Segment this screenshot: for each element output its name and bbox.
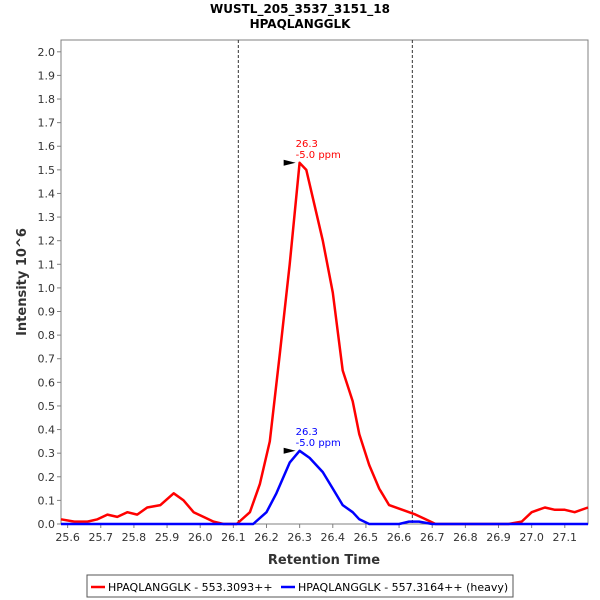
peak-ppm-label: -5.0 ppm: [296, 438, 341, 449]
x-axis-label: Retention Time: [268, 553, 380, 568]
peak-rt-label: 26.3: [296, 139, 318, 150]
legend-label-light: HPAQLANGGLK - 553.3093++: [108, 581, 273, 594]
peak-marker-icon: [283, 447, 296, 454]
x-tick-label: 26.4: [321, 531, 346, 544]
y-tick-label: 0.8: [38, 329, 56, 342]
x-tick-label: 26.9: [486, 531, 511, 544]
peak-ppm-label: -5.0 ppm: [296, 150, 341, 161]
legend: HPAQLANGGLK - 553.3093++ HPAQLANGGLK - 5…: [86, 574, 514, 598]
y-axis-label: Intensity 10^6: [15, 228, 30, 336]
x-tick-label: 26.2: [254, 531, 279, 544]
y-tick-label: 0.4: [38, 424, 56, 437]
x-tick-label: 26.8: [453, 531, 478, 544]
x-tick-label: 25.6: [55, 531, 80, 544]
y-tick-label: 0.2: [38, 471, 56, 484]
plot-area: [60, 39, 589, 525]
legend-box: [86, 574, 514, 598]
y-tick-label: 1.8: [38, 93, 56, 106]
series-layer: [60, 161, 589, 526]
x-tick-label: 26.7: [420, 531, 445, 544]
y-tick-label: 1.1: [38, 258, 56, 271]
y-tick-label: 1.0: [38, 282, 56, 295]
x-tick-label: 27.1: [553, 531, 578, 544]
x-tick-label: 25.8: [122, 531, 147, 544]
y-tick-label: 0.7: [38, 353, 56, 366]
y-tick-label: 0.1: [38, 494, 56, 507]
chart-subtitle: HPAQLANGGLK: [250, 17, 352, 31]
y-tick-label: 1.9: [38, 69, 56, 82]
y-tick-label: 0.6: [38, 376, 56, 389]
y-tick-label: 2.0: [38, 46, 56, 59]
x-tick-label: 25.9: [155, 531, 180, 544]
x-tick-label: 26.6: [387, 531, 412, 544]
legend-label-heavy: HPAQLANGGLK - 557.3164++ (heavy): [298, 581, 508, 594]
series-line-heavy: [61, 449, 588, 526]
y-tick-label: 1.7: [38, 117, 56, 130]
y-tick-label: 0.5: [38, 400, 56, 413]
chart-title: WUSTL_205_3537_3151_18: [210, 2, 390, 17]
x-tick-label: 27.0: [519, 531, 544, 544]
peak-rt-label: 26.3: [296, 427, 318, 438]
y-tick-label: 0.0: [38, 518, 56, 531]
integration-bounds: [237, 40, 413, 524]
peak-marker-icon: [283, 159, 296, 166]
y-tick-label: 1.5: [38, 164, 56, 177]
y-axis: 0.0 0.1 0.2 0.3 0.4 0.5 0.6 0.7 0.8 0.9 1.0 1.1 1.2 1…: [38, 46, 61, 531]
y-tick-label: 1.2: [38, 235, 56, 248]
y-tick-label: 1.6: [38, 140, 56, 153]
y-tick-label: 0.3: [38, 447, 56, 460]
y-tick-label: 1.3: [38, 211, 56, 224]
x-tick-label: 26.1: [221, 531, 246, 544]
y-tick-label: 1.4: [38, 187, 56, 200]
x-tick-label: 26.5: [354, 531, 379, 544]
x-tick-label: 26.3: [287, 531, 312, 544]
x-tick-label: 26.0: [188, 531, 213, 544]
y-tick-label: 0.9: [38, 306, 56, 319]
x-tick-label: 25.7: [89, 531, 114, 544]
x-axis: 25.6 25.7 25.8 25.9 26.0 26.1 26.2 26.3 26.4 26.5…: [55, 524, 577, 544]
